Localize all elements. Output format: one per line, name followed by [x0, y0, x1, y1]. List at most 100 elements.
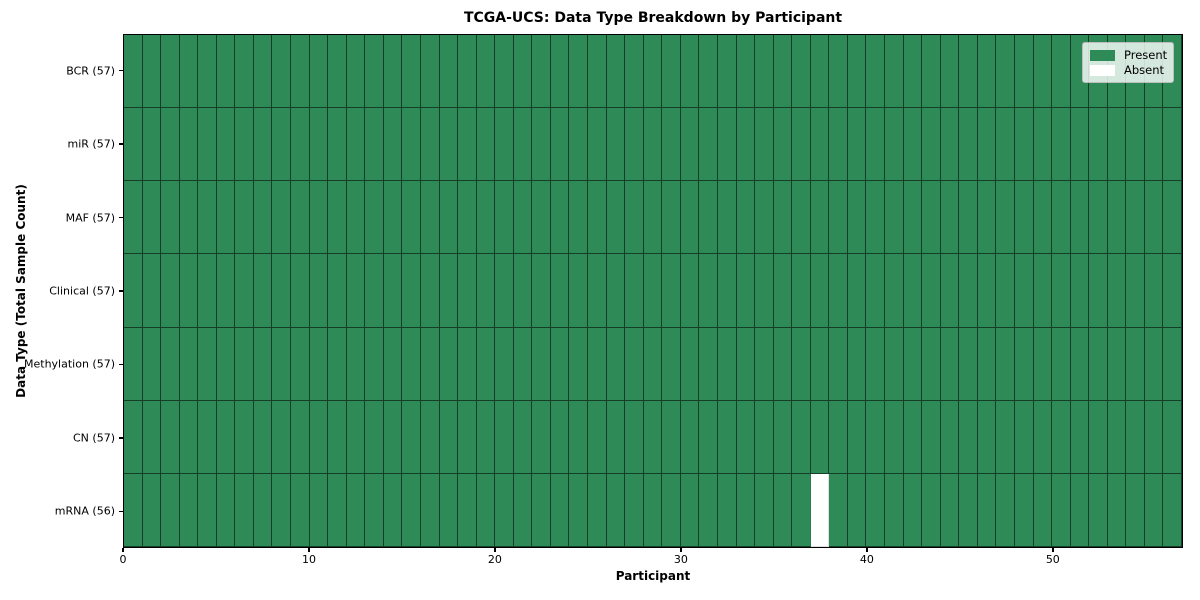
heatmap-cell [1070, 108, 1090, 182]
heatmap-cell [1089, 473, 1108, 547]
legend-entry: Absent [1090, 63, 1166, 77]
heatmap-cell [680, 400, 700, 474]
heatmap-cell [866, 181, 886, 255]
x-tick-label: 40 [859, 553, 874, 566]
heatmap-cell [1126, 400, 1145, 474]
heatmap-cell [996, 108, 1015, 182]
heatmap-cell [383, 108, 403, 182]
heatmap-cell [717, 473, 737, 547]
heatmap-cell [940, 473, 960, 547]
legend-label: Present [1124, 48, 1168, 62]
heatmap-cell [1052, 108, 1071, 182]
heatmap-cell [124, 35, 143, 109]
heatmap-cell [977, 400, 997, 474]
heatmap-cell [346, 400, 366, 474]
x-axis-label: Participant [615, 569, 691, 583]
heatmap-cell [402, 400, 421, 474]
heatmap-cell [550, 108, 570, 182]
heatmap-cell [346, 254, 366, 328]
heatmap-cell [550, 254, 570, 328]
heatmap-cell [179, 473, 199, 547]
heatmap-cell [755, 35, 774, 109]
heatmap-cell [272, 254, 292, 328]
heatmap-cell [253, 108, 273, 182]
heatmap-cell [847, 327, 867, 401]
heatmap-cell [588, 35, 607, 109]
heatmap-cell [588, 108, 607, 182]
heatmap-cell [124, 254, 143, 328]
x-tick-mark [494, 548, 496, 552]
heatmap-cell [662, 108, 681, 182]
heatmap-cell [420, 400, 440, 474]
x-tick-mark [308, 548, 310, 552]
heatmap-cell [383, 400, 403, 474]
heatmap-cell [328, 254, 347, 328]
heatmap-cell [235, 35, 254, 109]
heatmap-cell [1107, 181, 1127, 255]
heatmap-cell [1089, 108, 1108, 182]
heatmap-cell [253, 400, 273, 474]
heatmap-cell [309, 473, 329, 547]
heatmap-cell [1126, 327, 1145, 401]
heatmap-cell [1052, 35, 1071, 109]
heatmap-cell [736, 108, 756, 182]
heatmap-cell [1070, 254, 1090, 328]
legend-swatch-present [1090, 49, 1115, 61]
heatmap-cell [625, 254, 644, 328]
heatmap-cell [1144, 108, 1164, 182]
heatmap-cell [495, 473, 514, 547]
heatmap-cell [142, 327, 162, 401]
heatmap-cell [847, 181, 867, 255]
heatmap-cell [179, 181, 199, 255]
heatmap-cell [643, 108, 663, 182]
heatmap-cell [699, 35, 718, 109]
heatmap-cell [198, 181, 217, 255]
heatmap-cell [940, 254, 960, 328]
heatmap-cell [736, 254, 756, 328]
heatmap-cell [365, 181, 384, 255]
heatmap-cell [903, 181, 923, 255]
heatmap-cell [736, 181, 756, 255]
heatmap-cell [365, 35, 384, 109]
heatmap-cell [773, 35, 793, 109]
heatmap-cell [495, 400, 514, 474]
heatmap-cell [847, 473, 867, 547]
heatmap-cell [792, 473, 811, 547]
heatmap-cell [699, 108, 718, 182]
heatmap-cell [977, 35, 997, 109]
heatmap-cell [717, 181, 737, 255]
heatmap-cell [161, 327, 180, 401]
heatmap-cell [662, 181, 681, 255]
heatmap-cell [161, 181, 180, 255]
heatmap-cell [1163, 400, 1182, 474]
heatmap-cell [1014, 254, 1034, 328]
heatmap-cell [996, 473, 1015, 547]
heatmap-cell [179, 327, 199, 401]
heatmap-cell [903, 108, 923, 182]
heatmap-cell [309, 400, 329, 474]
heatmap-cell [291, 181, 310, 255]
heatmap-cell [755, 181, 774, 255]
heatmap-cell [216, 473, 236, 547]
heatmap-cell [458, 35, 477, 109]
heatmap-cell [383, 35, 403, 109]
heatmap-cell [922, 35, 941, 109]
heatmap-cell [1014, 181, 1034, 255]
heatmap-cell [513, 181, 533, 255]
heatmap-cell [792, 35, 811, 109]
heatmap-cell [439, 108, 459, 182]
heatmap-cell [569, 35, 589, 109]
heatmap-cell [885, 254, 904, 328]
heatmap-cell [198, 254, 217, 328]
heatmap-cell [216, 254, 236, 328]
heatmap-cell [328, 181, 347, 255]
heatmap-cell [717, 254, 737, 328]
heatmap-cell [272, 400, 292, 474]
heatmap-cell [458, 327, 477, 401]
heatmap-cell [458, 254, 477, 328]
heatmap-cell [1163, 181, 1182, 255]
heatmap-cell [439, 327, 459, 401]
heatmap-cell [1052, 400, 1071, 474]
heatmap-cell [773, 327, 793, 401]
heatmap-cell [142, 35, 162, 109]
